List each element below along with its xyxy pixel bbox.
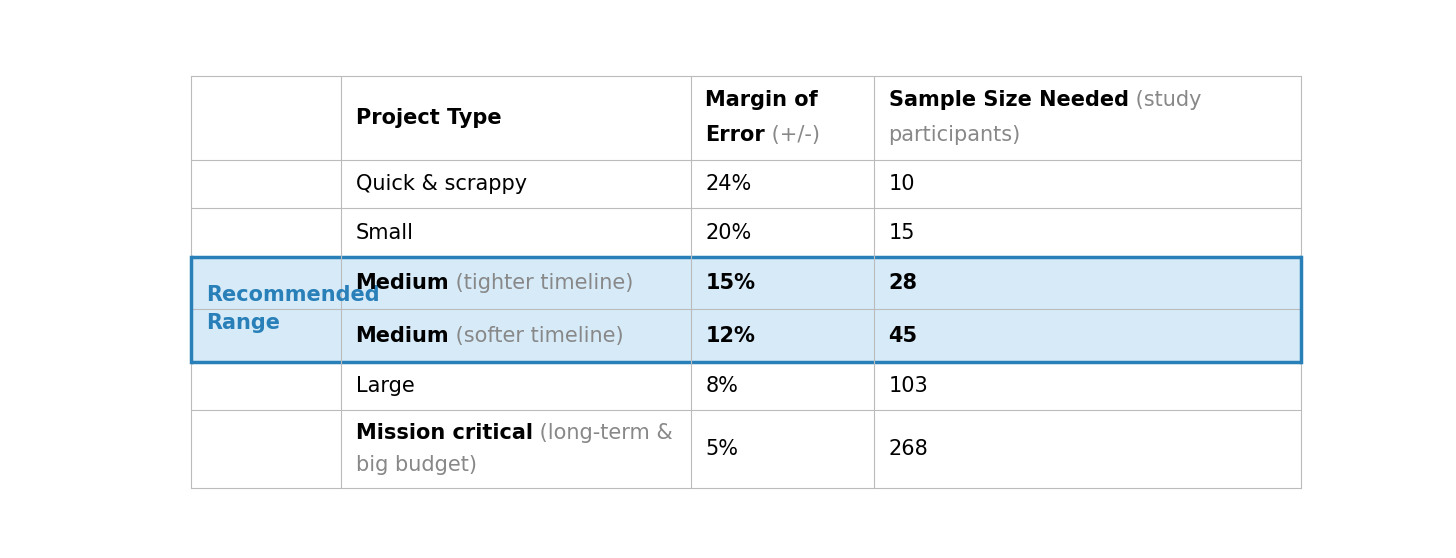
Text: 8%: 8%	[705, 376, 738, 396]
Bar	[874, 362, 1302, 410]
Text: Error: Error	[705, 125, 764, 145]
Text: Medium: Medium	[355, 273, 450, 293]
Text: Medium: Medium	[355, 326, 450, 345]
Bar	[690, 410, 874, 488]
Bar	[191, 309, 341, 362]
Text: 12%: 12%	[705, 326, 756, 345]
Text: Large: Large	[355, 376, 415, 396]
Text: Project Type: Project Type	[355, 108, 501, 128]
Bar	[341, 309, 690, 362]
Text: Mission critical: Mission critical	[355, 423, 533, 442]
Text: (+/-): (+/-)	[764, 125, 820, 145]
Text: (tighter timeline): (tighter timeline)	[450, 273, 633, 293]
Text: big budget): big budget)	[355, 455, 476, 475]
Text: (softer timeline): (softer timeline)	[450, 326, 623, 345]
Text: (long-term &: (long-term &	[533, 423, 673, 442]
Bar	[874, 309, 1302, 362]
Bar	[191, 410, 341, 488]
Bar	[341, 362, 690, 410]
Bar	[690, 257, 874, 309]
Text: Margin of: Margin of	[705, 90, 818, 110]
Text: participants): participants)	[888, 125, 1021, 145]
Bar	[874, 257, 1302, 309]
Bar	[341, 75, 690, 160]
Text: 28: 28	[888, 273, 917, 293]
Bar	[874, 160, 1302, 209]
Bar	[191, 362, 341, 410]
Text: 103: 103	[888, 376, 929, 396]
Text: 15%: 15%	[705, 273, 756, 293]
Text: 10: 10	[888, 175, 914, 194]
Bar	[690, 160, 874, 209]
Bar	[690, 362, 874, 410]
Bar	[341, 410, 690, 488]
Bar	[341, 209, 690, 257]
Bar	[690, 75, 874, 160]
Text: (study: (study	[1128, 90, 1201, 110]
Text: Quick & scrappy: Quick & scrappy	[355, 175, 527, 194]
Text: 5%: 5%	[705, 439, 738, 459]
Text: Small: Small	[355, 223, 414, 243]
Bar	[191, 257, 341, 309]
Text: 45: 45	[888, 326, 917, 345]
Bar	[341, 160, 690, 209]
Bar	[874, 209, 1302, 257]
Text: 20%: 20%	[705, 223, 751, 243]
Bar	[690, 309, 874, 362]
Bar	[341, 257, 690, 309]
Bar	[874, 410, 1302, 488]
Bar	[874, 75, 1302, 160]
Text: 15: 15	[888, 223, 914, 243]
Bar	[191, 209, 341, 257]
Bar	[191, 160, 341, 209]
Bar	[690, 209, 874, 257]
Bar	[191, 75, 341, 160]
Text: Recommended
Range: Recommended Range	[205, 285, 380, 333]
Text: Sample Size Needed: Sample Size Needed	[888, 90, 1128, 110]
Text: 268: 268	[888, 439, 929, 459]
Text: 24%: 24%	[705, 175, 751, 194]
